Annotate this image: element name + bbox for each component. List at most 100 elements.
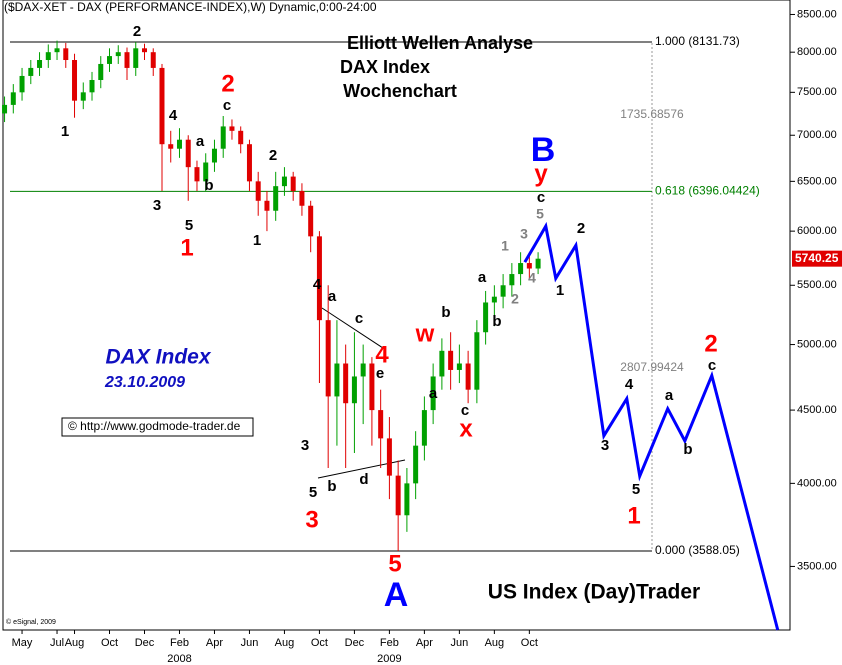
candle-body bbox=[54, 48, 60, 53]
candle-body bbox=[360, 363, 366, 377]
wave-label: 5 bbox=[185, 217, 193, 234]
wave-label: w bbox=[415, 320, 435, 347]
annotation: 1735.68576 bbox=[620, 107, 684, 121]
y-tick-label: 3500.00 bbox=[797, 560, 837, 572]
candle-body bbox=[211, 148, 217, 163]
headline: DAX Index bbox=[340, 57, 430, 77]
chart-title: ($DAX-XET - DAX (PERFORMANCE-INDEX),W) D… bbox=[4, 0, 377, 14]
year-label: 2009 bbox=[377, 653, 401, 665]
wave-label: 2 bbox=[133, 23, 141, 40]
year-label: 2008 bbox=[167, 653, 191, 665]
candle-body bbox=[185, 139, 191, 168]
candle-body bbox=[37, 60, 43, 68]
candle-body bbox=[334, 363, 340, 397]
candle-body bbox=[316, 236, 322, 321]
headline: Elliott Wellen Analyse bbox=[347, 33, 533, 53]
y-tick-label: 5500.00 bbox=[797, 279, 837, 291]
candle-body bbox=[421, 410, 427, 446]
candle-body bbox=[386, 438, 392, 476]
x-tick-label: Aug bbox=[275, 637, 295, 649]
wave-label: 2 bbox=[577, 220, 585, 237]
y-tick-label: 6000.00 bbox=[797, 225, 837, 237]
wave-label: 1 bbox=[253, 232, 261, 249]
plot-frame bbox=[2, 0, 791, 631]
y-tick-label: 4000.00 bbox=[797, 477, 837, 489]
last-price: 5740.25 bbox=[795, 251, 839, 265]
wave-label: 1 bbox=[180, 234, 193, 261]
x-tick-label: Jul bbox=[50, 637, 64, 649]
wave-label: y bbox=[534, 160, 548, 187]
side-title: DAX Index bbox=[105, 346, 211, 369]
x-tick-label: Dec bbox=[345, 637, 365, 649]
source: © http://www.godmode-trader.de bbox=[68, 419, 241, 433]
candle-body bbox=[395, 475, 401, 516]
candle-body bbox=[526, 263, 532, 269]
x-tick-label: Oct bbox=[521, 637, 538, 649]
candle-body bbox=[124, 52, 130, 68]
y-tick-label: 6500.00 bbox=[797, 175, 837, 187]
candle-body bbox=[150, 52, 156, 68]
wave-label: b bbox=[327, 478, 336, 495]
fib-label: 0.618 (6396.04424) bbox=[655, 184, 760, 198]
wave-label: 4 bbox=[169, 107, 178, 124]
y-tick-label: 7000.00 bbox=[797, 129, 837, 141]
y-tick-label: 5000.00 bbox=[797, 338, 837, 350]
candle-body bbox=[273, 186, 279, 211]
wave-label: c bbox=[355, 310, 363, 327]
candle-body bbox=[491, 296, 497, 303]
candle-body bbox=[229, 126, 235, 131]
wave-label: b bbox=[683, 441, 692, 458]
wave-label: d bbox=[359, 471, 368, 488]
candle-body bbox=[518, 263, 524, 275]
candle-body bbox=[203, 162, 209, 182]
candle-body bbox=[220, 126, 226, 149]
x-tick-label: Jun bbox=[241, 637, 259, 649]
candle-body bbox=[474, 332, 480, 390]
x-tick-label: Apr bbox=[206, 637, 223, 649]
wave-label: 3 bbox=[153, 197, 161, 214]
y-tick-label: 8000.00 bbox=[797, 46, 837, 58]
x-tick-label: Aug bbox=[485, 637, 505, 649]
source-box bbox=[61, 417, 254, 437]
date: 23.10.2009 bbox=[104, 374, 185, 391]
wave-label: c bbox=[223, 97, 231, 114]
candle-body bbox=[465, 363, 471, 390]
wave-label: e bbox=[376, 365, 384, 382]
wave-label: 1 bbox=[556, 282, 564, 299]
fib-label: 1.000 (8131.73) bbox=[655, 34, 740, 48]
wave-label: c bbox=[708, 357, 716, 374]
candle-body bbox=[238, 130, 244, 145]
forecast-line bbox=[523, 221, 780, 631]
wave-label: a bbox=[196, 133, 205, 150]
candle-body bbox=[351, 376, 357, 404]
wave-label: 2 bbox=[704, 330, 717, 357]
candle-body bbox=[378, 410, 384, 439]
x-tick-label: Feb bbox=[380, 637, 399, 649]
candle-body bbox=[89, 80, 95, 93]
candle-body bbox=[255, 181, 261, 201]
wave-label: 4 bbox=[313, 276, 322, 293]
y-tick-label: 7500.00 bbox=[797, 86, 837, 98]
wave-label: b bbox=[204, 177, 213, 194]
wave-label: a bbox=[665, 387, 674, 404]
wave-label: b bbox=[492, 313, 501, 330]
wave-label: 1 bbox=[61, 123, 69, 140]
wave-label: x bbox=[459, 415, 473, 442]
candle-body bbox=[80, 92, 86, 101]
wave-label: 4 bbox=[625, 376, 634, 393]
candle-body bbox=[2, 104, 8, 114]
headline: Wochenchart bbox=[343, 81, 457, 101]
candle-body bbox=[159, 67, 165, 145]
wave-label: B bbox=[531, 131, 556, 169]
wave-label: 2 bbox=[269, 147, 277, 164]
x-tick-label: Jun bbox=[451, 637, 469, 649]
candle-body bbox=[45, 52, 51, 61]
wave-label: c bbox=[461, 402, 469, 419]
candle-body bbox=[168, 144, 174, 149]
y-tick-label: 8500.00 bbox=[797, 8, 837, 20]
candle-body bbox=[133, 48, 139, 68]
last-price-box bbox=[792, 250, 842, 267]
candle-body bbox=[343, 363, 349, 404]
candle-body bbox=[500, 285, 506, 297]
